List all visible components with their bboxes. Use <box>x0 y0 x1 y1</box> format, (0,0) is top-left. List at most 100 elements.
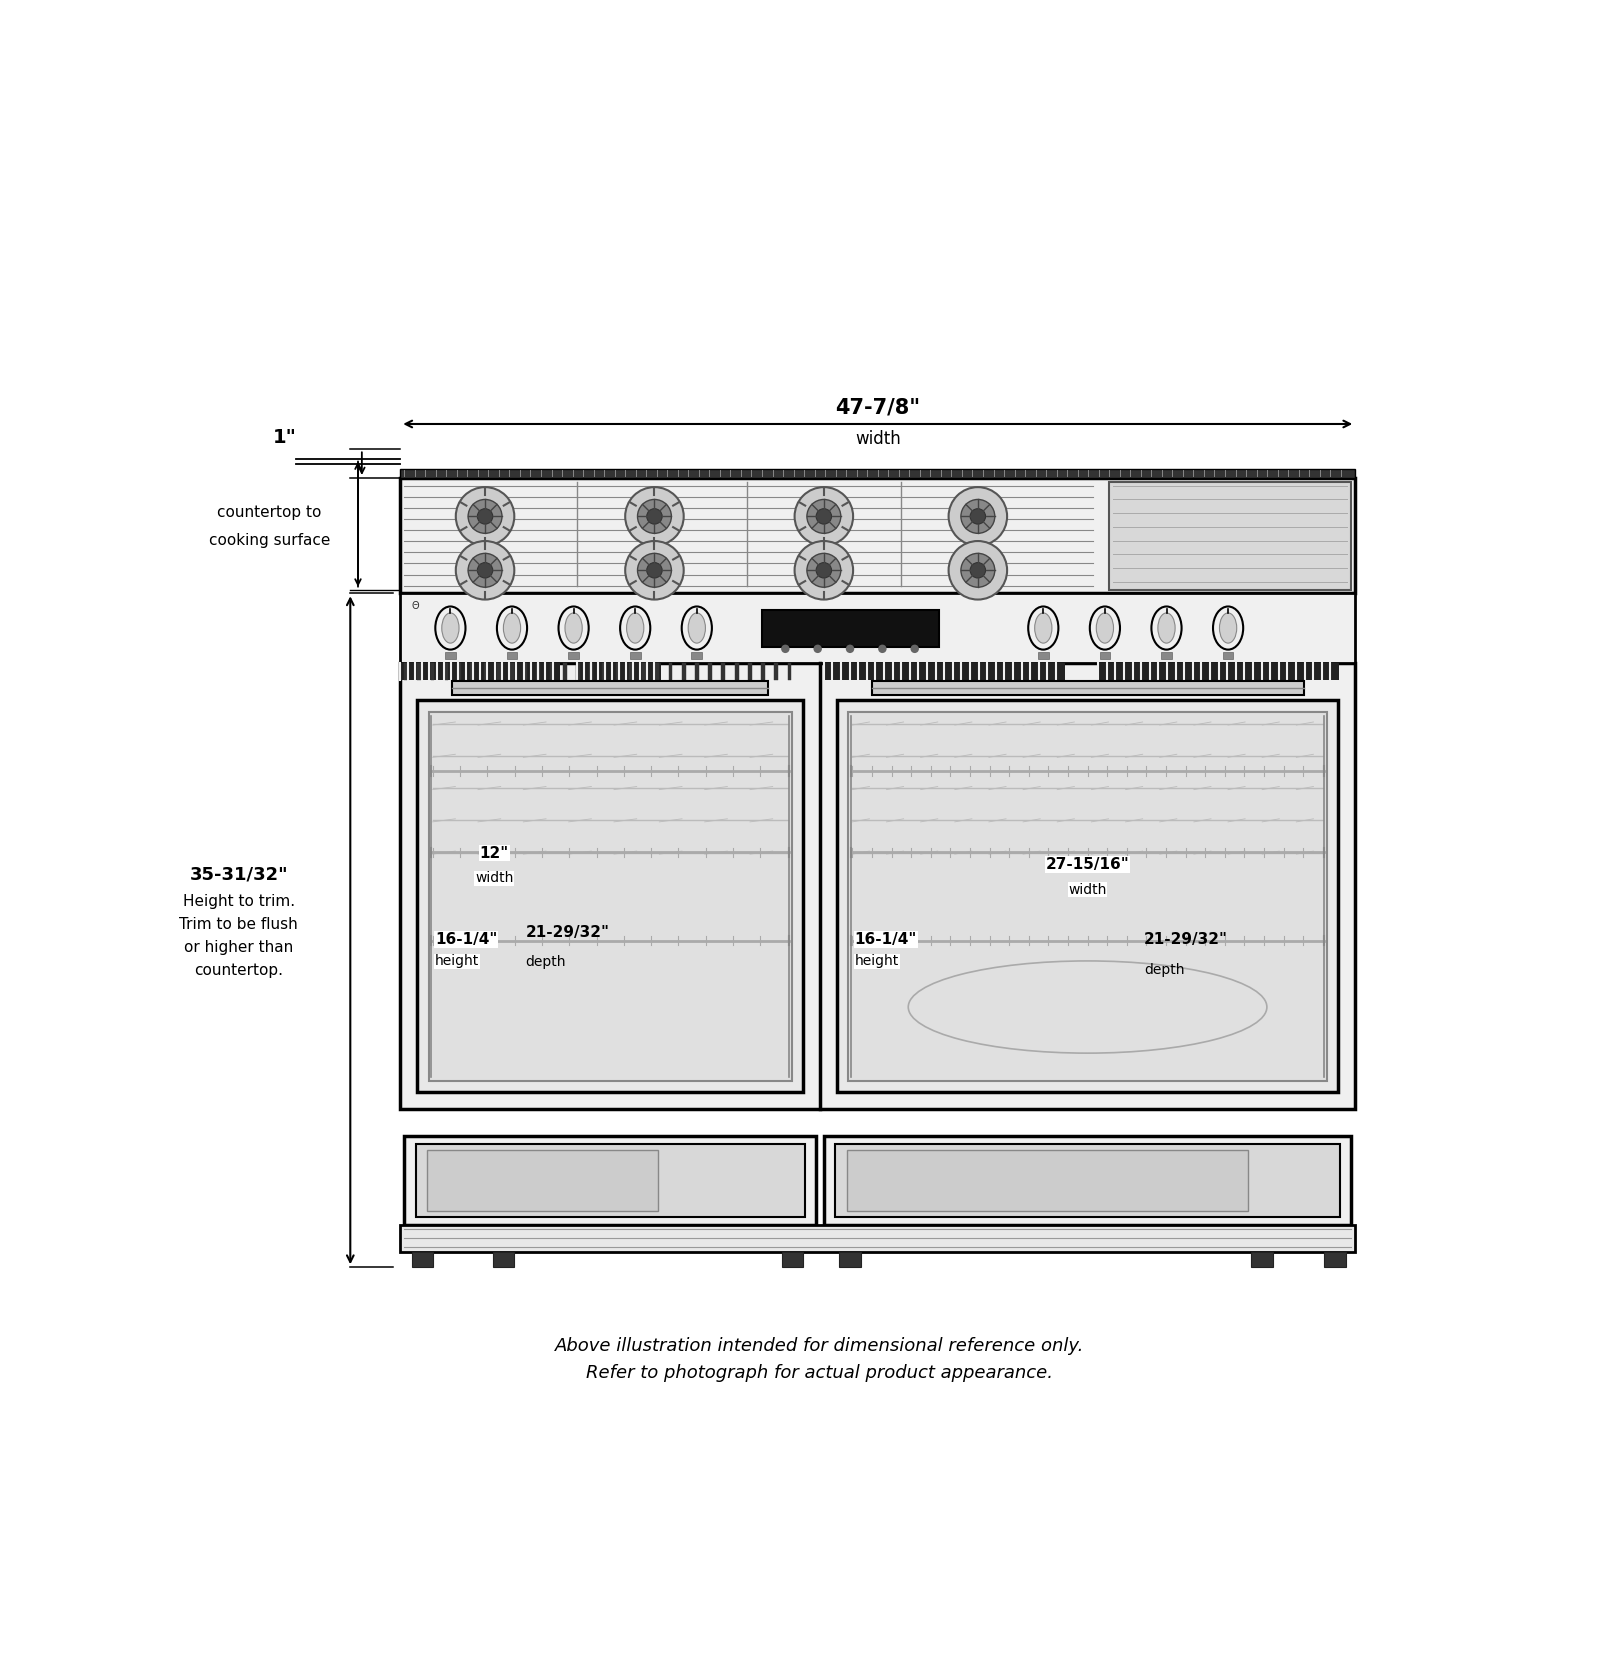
Bar <box>694 663 699 680</box>
Bar <box>536 663 541 680</box>
Text: Trim to be flush: Trim to be flush <box>179 916 298 931</box>
Bar <box>840 1251 861 1268</box>
Ellipse shape <box>1090 606 1120 650</box>
Circle shape <box>806 500 840 533</box>
Bar <box>734 663 739 680</box>
Bar <box>550 663 554 680</box>
Circle shape <box>795 486 853 546</box>
Bar <box>837 700 1338 1093</box>
Bar <box>430 663 435 680</box>
Circle shape <box>806 553 840 586</box>
Bar <box>629 663 632 680</box>
Circle shape <box>813 645 822 653</box>
Bar <box>493 1251 514 1268</box>
Bar <box>1038 651 1048 658</box>
Text: width: width <box>854 430 901 448</box>
Text: width: width <box>1069 883 1107 896</box>
Bar <box>576 663 661 680</box>
Bar <box>824 663 1064 680</box>
Text: 21-29/32": 21-29/32" <box>525 925 610 940</box>
Text: 12": 12" <box>480 846 509 861</box>
Circle shape <box>477 563 493 578</box>
Bar <box>603 663 606 680</box>
Bar <box>630 651 640 658</box>
Bar <box>429 711 792 1081</box>
Circle shape <box>637 553 672 586</box>
Ellipse shape <box>1219 613 1237 643</box>
Bar <box>691 651 702 658</box>
Circle shape <box>846 645 854 653</box>
Bar <box>1109 481 1352 590</box>
Ellipse shape <box>1035 613 1051 643</box>
Bar <box>507 651 517 658</box>
Ellipse shape <box>435 606 466 650</box>
Circle shape <box>469 553 502 586</box>
Bar <box>682 663 686 680</box>
Bar <box>400 478 1355 593</box>
Circle shape <box>646 563 662 578</box>
Circle shape <box>962 500 995 533</box>
Text: countertop to: countertop to <box>218 505 322 520</box>
Circle shape <box>970 563 986 578</box>
Circle shape <box>949 486 1006 546</box>
Ellipse shape <box>688 613 706 643</box>
Circle shape <box>970 508 986 525</box>
Bar <box>747 663 752 680</box>
Ellipse shape <box>504 613 520 643</box>
Ellipse shape <box>558 606 589 650</box>
Bar <box>568 651 579 658</box>
Bar <box>510 663 514 680</box>
Bar <box>576 663 579 680</box>
Circle shape <box>795 541 853 600</box>
Text: countertop.: countertop. <box>194 963 283 978</box>
Bar <box>589 663 594 680</box>
Ellipse shape <box>1152 606 1181 650</box>
Bar <box>400 593 1355 663</box>
Ellipse shape <box>627 613 643 643</box>
Text: height: height <box>435 955 480 968</box>
Bar <box>483 663 488 680</box>
Text: Θ: Θ <box>411 601 419 611</box>
Text: 1": 1" <box>274 428 296 448</box>
Text: depth: depth <box>1144 963 1184 976</box>
Bar <box>774 663 778 680</box>
Bar <box>846 1150 1248 1211</box>
Bar <box>496 663 501 680</box>
Ellipse shape <box>621 606 650 650</box>
Text: 27-15/16": 27-15/16" <box>1046 856 1130 871</box>
Bar <box>762 663 765 680</box>
Bar <box>563 663 566 680</box>
Bar <box>405 1136 816 1225</box>
Circle shape <box>469 500 502 533</box>
Ellipse shape <box>1096 613 1114 643</box>
Text: or higher than: or higher than <box>184 940 293 955</box>
Circle shape <box>816 508 832 525</box>
Bar <box>1222 651 1234 658</box>
Bar <box>427 1150 658 1211</box>
Circle shape <box>626 541 683 600</box>
Circle shape <box>637 500 672 533</box>
Text: 16-1/4": 16-1/4" <box>435 933 498 948</box>
Text: 35-31/32": 35-31/32" <box>189 866 288 885</box>
Bar <box>443 663 448 680</box>
Bar <box>787 663 792 680</box>
Bar <box>523 663 526 680</box>
Bar <box>1162 651 1171 658</box>
Bar <box>824 1136 1352 1225</box>
Bar <box>400 663 560 680</box>
Bar <box>835 1145 1339 1218</box>
Bar <box>616 663 619 680</box>
Bar <box>872 681 1304 695</box>
Bar <box>762 610 939 646</box>
Bar <box>400 663 1355 1110</box>
Text: depth: depth <box>525 955 566 970</box>
Text: 47-7/8": 47-7/8" <box>835 398 920 418</box>
Bar <box>722 663 725 680</box>
Bar <box>400 1225 1355 1251</box>
Text: width: width <box>475 871 514 886</box>
Bar <box>458 663 461 680</box>
Circle shape <box>646 508 662 525</box>
Ellipse shape <box>498 606 526 650</box>
Circle shape <box>456 541 514 600</box>
Bar <box>400 468 1355 478</box>
